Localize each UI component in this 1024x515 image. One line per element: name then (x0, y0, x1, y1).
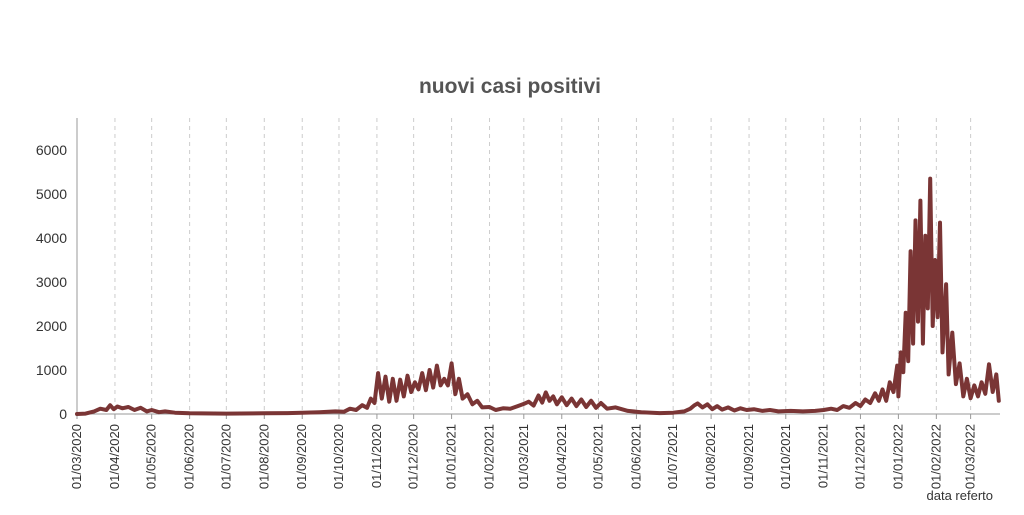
y-tick-label: 5000 (36, 186, 67, 202)
y-tick-label: 0 (59, 406, 67, 422)
x-tick-label: 01/10/2020 (331, 424, 346, 489)
x-tick-label: 01/08/2021 (703, 424, 718, 489)
x-tick-label: 01/03/2020 (69, 424, 84, 489)
x-tick-label: 01/03/2021 (516, 424, 531, 489)
x-tick-label: 01/03/2022 (963, 424, 978, 489)
x-tick-label: 01/01/2021 (444, 424, 459, 489)
x-axis: 01/03/2020 01/04/2020 01/05/2020 01/06/2020… (69, 413, 1000, 489)
x-tick-label: 01/05/2020 (144, 424, 159, 489)
x-tick-label: 01/04/2021 (554, 424, 569, 489)
y-tick-label: 2000 (36, 318, 67, 334)
x-tick-label: 01/07/2021 (665, 424, 680, 489)
x-tick-label: 01/06/2020 (182, 424, 197, 489)
x-tick-label: 01/12/2021 (852, 424, 867, 489)
chart-title: nuovi casi positivi (419, 75, 601, 98)
x-axis-label: data referto (927, 488, 994, 503)
x-tick-label: 01/06/2021 (628, 424, 643, 489)
y-tick-label: 6000 (36, 142, 67, 158)
x-tick-label: 01/08/2020 (256, 424, 271, 489)
y-axis: 0 1000 2000 3000 4000 5000 6000 (36, 118, 78, 422)
x-tick-label: 01/04/2020 (107, 424, 122, 489)
x-tick-label: 01/09/2021 (741, 424, 756, 489)
y-tick-label: 1000 (36, 362, 67, 378)
x-tick-label: 01/12/2020 (406, 424, 421, 489)
x-tick-label: 01/02/2022 (928, 424, 943, 489)
x-tick-label: 01/11/2021 (816, 424, 831, 488)
y-tick-label: 3000 (36, 274, 67, 290)
x-tick-label: 01/02/2021 (482, 424, 497, 489)
x-tick-label: 01/05/2021 (590, 424, 605, 489)
x-tick-label: 01/11/2020 (369, 424, 384, 488)
y-tick-label: 4000 (36, 230, 67, 246)
series-layer (75, 176, 1001, 416)
x-tick-label: 01/09/2020 (294, 424, 309, 489)
series-line (75, 176, 1001, 416)
x-tick-label: 01/10/2021 (778, 424, 793, 489)
grid-lines (76, 118, 972, 414)
x-tick-label: 01/07/2020 (218, 424, 233, 489)
x-tick-label: 01/01/2022 (890, 424, 905, 489)
